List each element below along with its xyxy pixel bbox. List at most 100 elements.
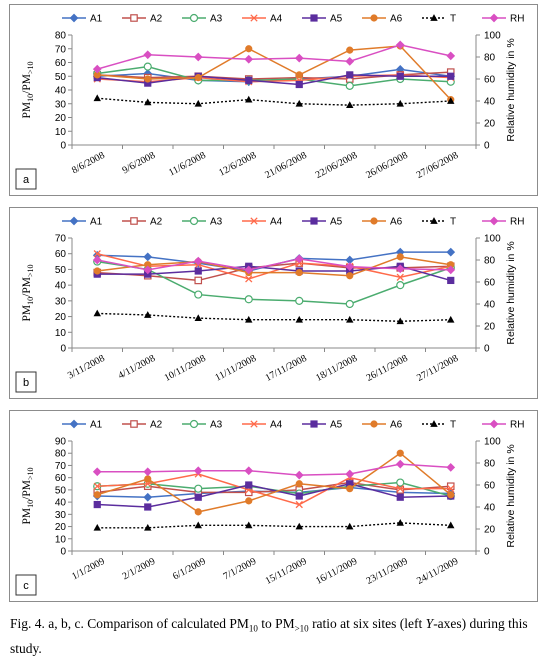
x-tick-label: 21/06/2008 (263, 150, 308, 181)
legend-marker-A3 (189, 216, 199, 226)
series-T (93, 94, 455, 108)
y-axis-right-label: Relative humidity in % (505, 444, 517, 547)
data-point-T (194, 521, 202, 529)
data-point-T (396, 99, 404, 107)
x-tick-label: 16/11/2009 (314, 556, 359, 587)
x-tick-label: 26/06/2008 (364, 150, 409, 181)
legend-marker-A4 (250, 217, 258, 225)
right-tick-label: 80 (484, 459, 496, 470)
legend-marker-A6 (370, 14, 378, 22)
x-tick-label: 22/06/2008 (314, 150, 359, 181)
legend-label-RH: RH (510, 217, 524, 228)
legend: A1 A2 A3 A4 A5 A6 T RH (62, 14, 524, 25)
left-tick-label: 20 (55, 113, 67, 124)
data-point-T (447, 97, 455, 104)
data-point-A6 (295, 268, 303, 277)
series-line-A4 (97, 74, 451, 83)
legend-label-A3: A3 (210, 420, 223, 431)
left-tick-label: 40 (55, 498, 67, 509)
data-point-RH (244, 54, 254, 64)
data-point-A3 (396, 281, 405, 290)
legend-label-RH: RH (510, 14, 524, 25)
panel-label-frame (15, 371, 37, 393)
data-point-A4 (396, 485, 404, 493)
panel-label-box: c (15, 574, 37, 596)
right-tick-label: 80 (484, 53, 496, 64)
series-line-A6 (97, 256, 451, 277)
left-tick-label: 80 (55, 31, 67, 42)
data-point-RH (92, 255, 102, 265)
legend-label-A6: A6 (390, 14, 403, 25)
data-point-A5 (396, 72, 404, 80)
data-point-T (295, 99, 303, 107)
data-point-T (245, 521, 253, 529)
left-tick-label: 30 (55, 99, 67, 110)
data-point-RH (395, 264, 405, 274)
series-line-RH (97, 258, 451, 271)
data-point-A6 (396, 449, 404, 457)
left-tick-label: 20 (55, 312, 67, 323)
data-point-A5 (295, 492, 303, 500)
data-point-A1 (446, 247, 456, 257)
data-point-T (396, 519, 404, 526)
data-point-RH (446, 51, 456, 61)
legend-label-A2: A2 (150, 14, 163, 25)
legend-label-A4: A4 (270, 217, 283, 228)
data-point-T (245, 95, 253, 103)
series-line-T (97, 97, 451, 106)
data-point-RH (345, 262, 355, 271)
legend-marker-RH (489, 216, 499, 226)
data-point-RH (446, 265, 456, 275)
series-line-A4 (97, 473, 451, 506)
legend-marker-T (430, 14, 438, 21)
data-point-RH (143, 50, 153, 60)
left-tick-label: 60 (55, 249, 67, 260)
x-tick-label: 12/6/2008 (217, 150, 258, 179)
legend-label-A1: A1 (90, 217, 103, 228)
y-axis-left-label: PM10/PM>10 (21, 265, 35, 322)
legend-marker-A4 (250, 420, 258, 428)
data-point-RH (92, 64, 102, 74)
x-tick-label: 18/11/2008 (314, 353, 359, 384)
data-point-A5 (93, 500, 101, 509)
data-point-A6 (194, 74, 202, 82)
legend-label-A6: A6 (390, 217, 403, 228)
data-point-RH (193, 256, 203, 266)
data-point-RH (345, 469, 355, 479)
data-point-A5 (295, 80, 303, 89)
data-point-A5 (245, 481, 253, 489)
data-point-A3 (194, 484, 203, 493)
y-axis-right-label: Relative humidity in % (505, 241, 517, 344)
legend-marker-A1 (69, 419, 79, 429)
legend-marker-A5 (310, 14, 318, 22)
chart-panel-c: A1 A2 A3 A4 A5 A6 T RH 0 10 20 30 40 50 60 70 80 90 0 20 40 6… (9, 410, 538, 602)
legend-label-A3: A3 (210, 217, 223, 228)
data-point-RH (294, 254, 304, 264)
right-tick-label: 60 (484, 481, 496, 492)
legend-marker-A4 (250, 14, 258, 22)
data-point-RH (395, 459, 405, 469)
data-point-T (447, 521, 455, 529)
data-point-A6 (93, 267, 101, 275)
left-tick-label: 30 (55, 510, 67, 521)
left-tick-label: 20 (55, 522, 67, 533)
x-tick-label: 11/11/2008 (213, 353, 258, 384)
data-point-RH (143, 265, 153, 275)
series-RH (92, 254, 456, 275)
chart-svg-a: A1 A2 A3 A4 A5 A6 T RH 0 10 20 30 40 50 60 70 80 0 20 40 60 8… (15, 14, 524, 190)
series-line-A3 (97, 65, 451, 87)
data-point-RH (193, 52, 203, 62)
data-point-A2 (194, 276, 203, 285)
right-tick-label: 100 (484, 437, 501, 448)
left-tick-label: 10 (55, 127, 67, 138)
data-point-T (346, 315, 354, 323)
data-point-A5 (194, 267, 202, 275)
data-point-A3 (143, 62, 152, 71)
series-A6 (93, 42, 455, 104)
legend-label-A5: A5 (330, 217, 343, 228)
series-line-RH (97, 463, 451, 476)
data-point-RH (244, 466, 254, 476)
data-point-T (346, 101, 354, 108)
data-point-A6 (346, 46, 354, 54)
data-point-A4 (93, 482, 101, 490)
